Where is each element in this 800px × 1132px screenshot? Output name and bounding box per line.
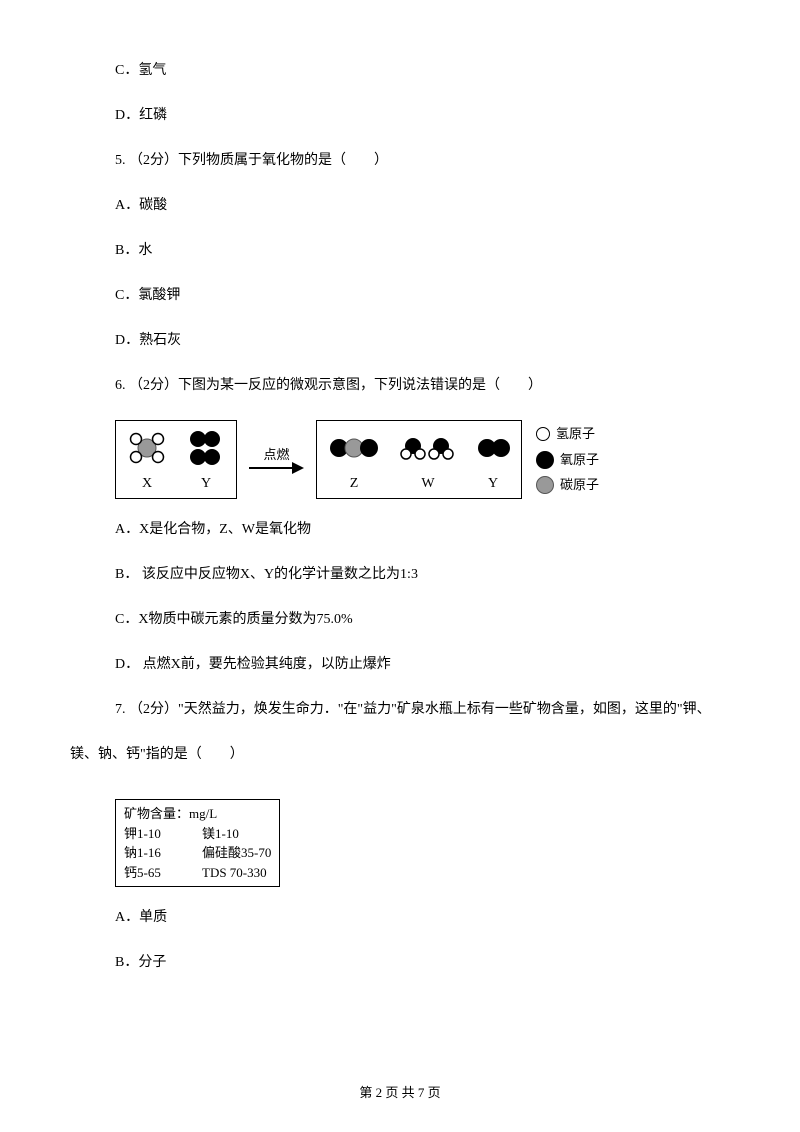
legend-h: 氢原子 [536,424,599,444]
atom-legend: 氢原子 氧原子 碳原子 [536,424,599,495]
q6-option-a: A．X是化合物，Z、W是氧化物 [70,519,730,540]
molecule-w: W [399,429,457,494]
label-w: W [421,473,434,494]
reaction-arrow: 点燃 [249,445,304,475]
legend-c: 碳原子 [536,475,599,495]
molecule-x: X [126,429,168,494]
carbon-atom-icon [536,476,554,494]
hydrogen-atom-icon [536,427,550,441]
oxygen-atom-icon [536,451,554,469]
mineral-title: 矿物含量：mg/L [124,804,271,824]
prev-option-d: D．红磷 [70,105,730,126]
mineral-content-box: 矿物含量：mg/L 钾1-10 镁1-10 钠1-16 偏硅酸35-70 钙5-… [115,799,280,887]
label-z: Z [350,473,359,494]
mineral-row-2: 钠1-16 偏硅酸35-70 [124,843,271,863]
q6-option-c: C．X物质中碳元素的质量分数为75.0% [70,609,730,630]
legend-o-label: 氧原子 [560,450,599,470]
q5-option-b: B．水 [70,240,730,261]
q7-option-b: B．分子 [70,952,730,973]
q6-stem: 6. （2分）下图为某一反应的微观示意图，下列说法错误的是（ ） [70,375,730,396]
q7-option-a: A．单质 [70,907,730,928]
mineral-row-3: 钙5-65 TDS 70-330 [124,863,271,883]
mineral-row-1: 钾1-10 镁1-10 [124,824,271,844]
q7-stem-line1: 7. （2分）"天然益力，焕发生命力．"在"益力"矿泉水瓶上标有一些矿物含量，如… [70,699,730,720]
label-y-left: Y [201,473,211,494]
page-footer: 第 2 页 共 7 页 [0,1083,800,1103]
molecule-y-right: Y [475,429,511,494]
q6-diagram: X Y 点燃 [115,420,730,499]
q5-option-c: C．氯酸钾 [70,285,730,306]
molecule-z: Z [327,429,381,494]
molecule-y-left: Y [186,429,226,494]
q5-stem: 5. （2分）下列物质属于氧化物的是（ ） [70,150,730,171]
legend-o: 氧原子 [536,450,599,470]
q7-stem-line2: 镁、钠、钙"指的是（ ） [70,744,730,765]
legend-c-label: 碳原子 [560,475,599,495]
legend-h-label: 氢原子 [556,424,595,444]
q5-option-a: A．碳酸 [70,195,730,216]
reactants-box: X Y [115,420,237,499]
prev-option-c: C．氢气 [70,60,730,81]
q6-option-d: D． 点燃X前，要先检验其纯度，以防止爆炸 [70,654,730,675]
q6-option-b: B． 该反应中反应物X、Y的化学计量数之比为1:3 [70,564,730,585]
products-box: Z W Y [316,420,522,499]
label-y-right: Y [488,473,498,494]
label-x: X [142,473,152,494]
q5-option-d: D．熟石灰 [70,330,730,351]
